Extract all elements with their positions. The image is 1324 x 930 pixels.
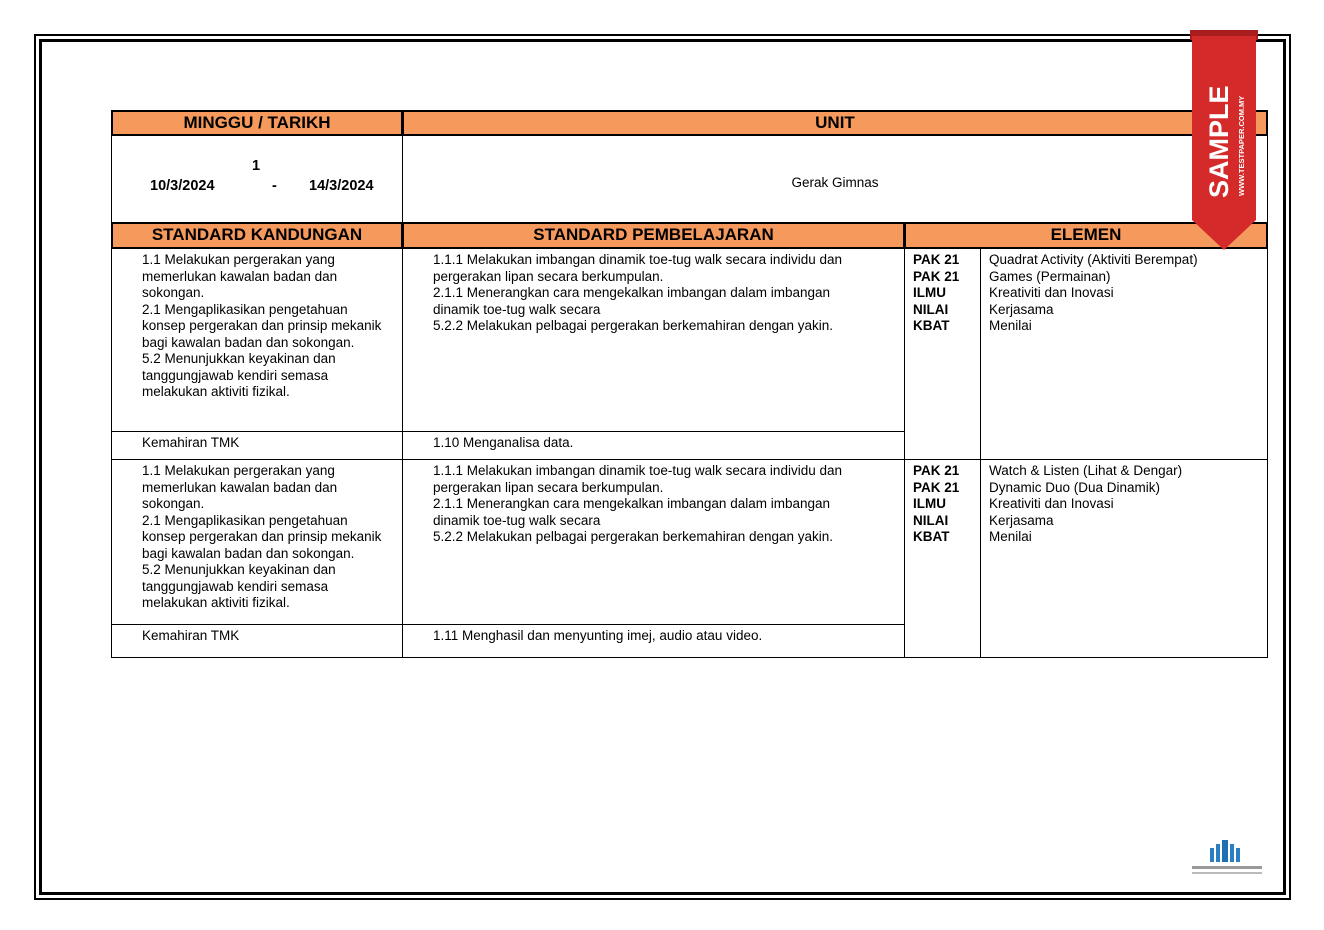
- row2-tmk-label: Kemahiran TMK: [111, 624, 403, 658]
- row1-tmk-value: 1.10 Menganalisa data.: [402, 431, 905, 460]
- row2-elemen-values: Watch & Listen (Lihat & Dengar) Dynamic …: [980, 459, 1268, 658]
- row2-elemen-keys: PAK 21 PAK 21 ILMU NILAI KBAT: [904, 459, 981, 658]
- row2-standard-pembelajaran: 1.1.1 Melakukan imbangan dinamik toe-tug…: [402, 459, 905, 625]
- header-unit: UNIT: [402, 110, 1268, 136]
- week-cell: 1 10/3/2024 - 14/3/2024: [111, 135, 403, 223]
- week-number: 1: [252, 158, 261, 174]
- week-separator: -: [272, 178, 277, 194]
- row2-standard-kandungan: 1.1 Melakukan pergerakan yang memerlukan…: [111, 459, 403, 625]
- page-frame-inner: [39, 39, 1286, 895]
- header-week-date: MINGGU / TARIKH: [111, 110, 403, 136]
- sample-watermark-ribbon: SAMPLE WWW.TESTPAPER.COM.MY: [1190, 30, 1258, 250]
- row2-tmk-value: 1.11 Menghasil dan menyunting imej, audi…: [402, 624, 905, 658]
- row1-standard-kandungan: 1.1 Melakukan pergerakan yang memerlukan…: [111, 248, 403, 432]
- week-end: 14/3/2024: [309, 178, 374, 194]
- header-standard-kandungan: STANDARD KANDUNGAN: [111, 222, 403, 249]
- watermark-text: SAMPLE: [1204, 85, 1234, 198]
- row1-elemen-keys: PAK 21 PAK 21 ILMU NILAI KBAT: [904, 248, 981, 460]
- row1-elemen-values: Quadrat Activity (Aktiviti Berempat) Gam…: [980, 248, 1268, 460]
- page-frame-outer: [34, 34, 1291, 900]
- watermark-site: WWW.TESTPAPER.COM.MY: [1237, 96, 1246, 196]
- unit-value: Gerak Gimnas: [402, 135, 1268, 223]
- row1-tmk-label: Kemahiran TMK: [111, 431, 403, 460]
- week-start: 10/3/2024: [150, 178, 215, 194]
- header-standard-pembelajaran: STANDARD PEMBELAJARAN: [402, 222, 905, 249]
- publisher-logo: [1192, 840, 1262, 874]
- row1-standard-pembelajaran: 1.1.1 Melakukan imbangan dinamik toe-tug…: [402, 248, 905, 432]
